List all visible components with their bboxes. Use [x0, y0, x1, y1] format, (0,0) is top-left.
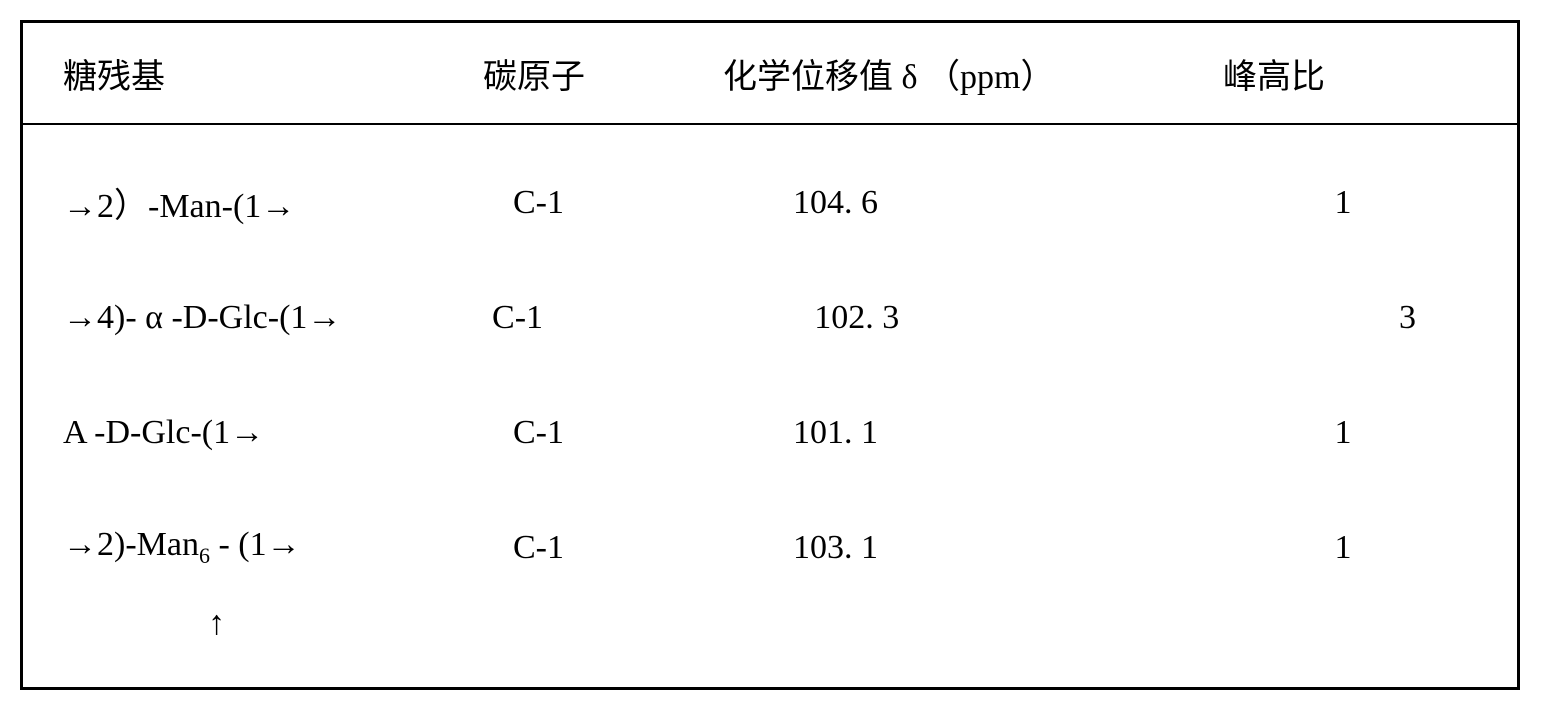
residue-text: →4)- α -D-Glc-(1→	[63, 299, 341, 336]
cell-ratio: 1	[1213, 529, 1473, 567]
table-header-row: 糖残基 碳原子 化学位移值 δ （ppm） 峰高比	[23, 23, 1517, 125]
cell-carbon: C-1	[513, 184, 753, 222]
residue-text: →2）-Man-(1→	[63, 188, 295, 225]
residue-text-prefix: →2)-Man	[63, 526, 199, 563]
table-row: A -D-Glc-(1→ C-1 101. 1 1	[63, 375, 1517, 490]
cell-residue: →2)-Man6 - (1→	[63, 526, 513, 569]
residue-subscript: 6	[199, 543, 210, 568]
cell-shift: 102. 3	[694, 299, 1168, 337]
table-row: →2)-Man6 - (1→ C-1 103. 1 1	[63, 490, 1517, 605]
cell-shift: 101. 1	[753, 414, 1213, 452]
cell-residue: →2）-Man-(1→	[63, 178, 513, 227]
cell-shift: 103. 1	[753, 529, 1213, 567]
cell-ratio: 1	[1213, 414, 1473, 452]
header-chemical-shift: 化学位移值 δ （ppm）	[723, 49, 1223, 98]
residue-text-suffix: - (1→	[210, 526, 301, 563]
table-row: →4)- α -D-Glc-(1→ C-1 102. 3 3	[63, 260, 1517, 375]
cell-residue: →4)- α -D-Glc-(1→	[63, 299, 442, 337]
branch-arrow-row: ↑	[63, 605, 1517, 695]
cell-carbon: C-1	[513, 529, 753, 567]
cell-ratio: 1	[1213, 184, 1473, 222]
header-sugar-residue: 糖残基	[63, 49, 483, 98]
header-peak-ratio: 峰高比	[1223, 49, 1423, 98]
up-arrow-icon: ↑	[208, 605, 225, 642]
cell-shift: 104. 6	[753, 184, 1213, 222]
table-row: →2）-Man-(1→ C-1 104. 6 1	[63, 145, 1517, 260]
header-carbon-atom: 碳原子	[483, 49, 723, 98]
cell-carbon: C-1	[513, 414, 753, 452]
table-body: →2）-Man-(1→ C-1 104. 6 1 →4)- α -D-Glc-(…	[23, 125, 1517, 695]
residue-text: A -D-Glc-(1→	[63, 414, 264, 451]
cell-ratio: 3	[1168, 299, 1517, 337]
cell-carbon: C-1	[442, 299, 694, 337]
cell-residue: A -D-Glc-(1→	[63, 414, 513, 452]
nmr-data-table: 糖残基 碳原子 化学位移值 δ （ppm） 峰高比 →2）-Man-(1→ C-…	[20, 20, 1520, 690]
